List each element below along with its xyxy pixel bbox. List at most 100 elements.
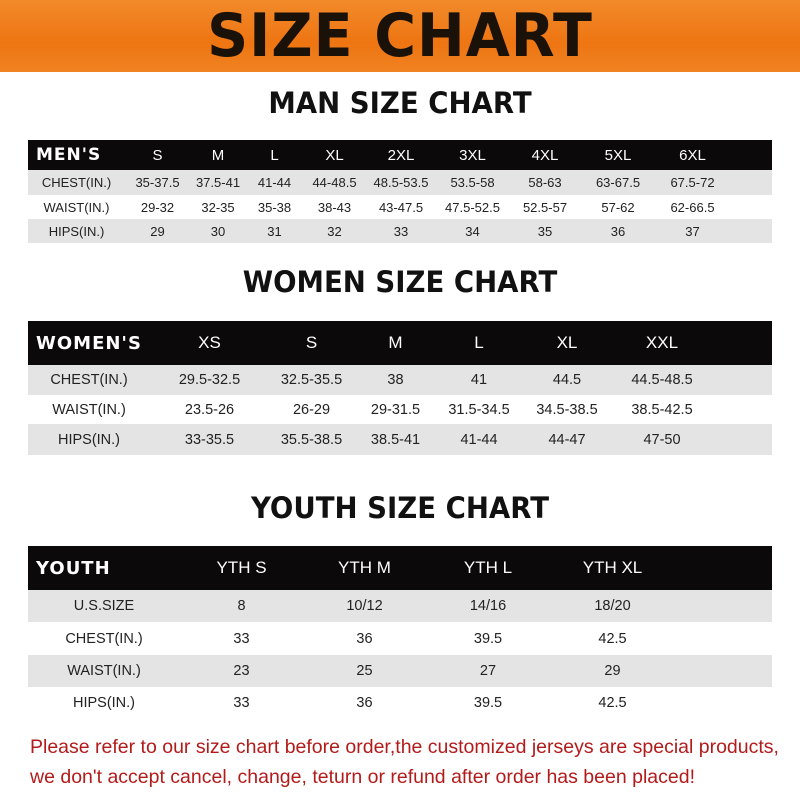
spacer-cell <box>675 687 772 718</box>
table-row: U.S.SIZE 8 10/12 14/16 18/20 <box>28 590 772 622</box>
spacer-cell <box>675 622 772 655</box>
measure-value: 25 <box>303 655 426 687</box>
measure-value: 32 <box>303 219 366 243</box>
measure-value: 33 <box>180 622 303 655</box>
measure-value: 44.5 <box>521 365 613 395</box>
measure-value: 29.5-32.5 <box>150 365 269 395</box>
measure-value: 36 <box>303 622 426 655</box>
size-header: YTH XL <box>550 546 675 590</box>
spacer-cell <box>711 395 772 424</box>
measure-label: WAIST(IN.) <box>28 195 125 219</box>
size-header: XL <box>521 321 613 365</box>
measure-label: HIPS(IN.) <box>28 424 150 455</box>
measure-value: 8 <box>180 590 303 622</box>
measure-label: HIPS(IN.) <box>28 687 180 718</box>
spacer-cell <box>675 655 772 687</box>
measure-value: 38.5-41 <box>354 424 437 455</box>
spacer-cell <box>711 424 772 455</box>
measure-value: 33 <box>366 219 436 243</box>
measure-label: CHEST(IN.) <box>28 170 125 195</box>
table-row: HIPS(IN.) 33-35.5 35.5-38.5 38.5-41 41-44 44-… <box>28 424 772 455</box>
size-header: YTH S <box>180 546 303 590</box>
women-heading: WOMEN SIZE CHART <box>242 265 558 299</box>
table-row: CHEST(IN.) 33 36 39.5 42.5 <box>28 622 772 655</box>
measure-value: 42.5 <box>550 687 675 718</box>
title-banner: SIZE CHART <box>0 0 800 72</box>
measure-value: 29-31.5 <box>354 395 437 424</box>
measure-value: 48.5-53.5 <box>366 170 436 195</box>
measure-value: 34 <box>436 219 509 243</box>
size-header: XXL <box>613 321 711 365</box>
size-header: 4XL <box>509 140 581 170</box>
spacer-cell <box>711 321 772 365</box>
spacer-cell <box>675 546 772 590</box>
measure-label: U.S.SIZE <box>28 590 180 622</box>
youth-size-table: YOUTH YTH S YTH M YTH L YTH XL U.S.SIZE 8 10/12… <box>28 546 772 718</box>
size-header: M <box>190 140 246 170</box>
spacer-cell <box>730 219 772 243</box>
measure-value: 39.5 <box>426 687 550 718</box>
measure-label: CHEST(IN.) <box>28 622 180 655</box>
measure-value: 42.5 <box>550 622 675 655</box>
size-header: 6XL <box>655 140 730 170</box>
measure-value: 36 <box>303 687 426 718</box>
measure-value: 36 <box>581 219 655 243</box>
measure-value: 33 <box>180 687 303 718</box>
measure-value: 18/20 <box>550 590 675 622</box>
measure-value: 38.5-42.5 <box>613 395 711 424</box>
spacer-cell <box>711 365 772 395</box>
measure-value: 34.5-38.5 <box>521 395 613 424</box>
measure-value: 53.5-58 <box>436 170 509 195</box>
size-header: XS <box>150 321 269 365</box>
header-row: WOMEN'S XS S M L XL XXL <box>28 321 772 365</box>
table-label: WOMEN'S <box>28 321 150 365</box>
measure-value: 52.5-57 <box>509 195 581 219</box>
measure-value: 32.5-35.5 <box>269 365 354 395</box>
size-header: YTH L <box>426 546 550 590</box>
measure-label: CHEST(IN.) <box>28 365 150 395</box>
size-header: S <box>125 140 190 170</box>
measure-value: 23.5-26 <box>150 395 269 424</box>
measure-value: 47-50 <box>613 424 711 455</box>
measure-value: 41-44 <box>437 424 521 455</box>
measure-value: 29-32 <box>125 195 190 219</box>
measure-label: WAIST(IN.) <box>28 655 180 687</box>
notice-line-2: we don't accept cancel, change, teturn o… <box>30 766 695 788</box>
header-row: YOUTH YTH S YTH M YTH L YTH XL <box>28 546 772 590</box>
table-row: WAIST(IN.) 29-32 32-35 35-38 38-43 43-47.5 47.… <box>28 195 772 219</box>
notice-line-1: Please refer to our size chart before or… <box>30 736 779 758</box>
measure-value: 29 <box>125 219 190 243</box>
measure-value: 38 <box>354 365 437 395</box>
measure-value: 27 <box>426 655 550 687</box>
measure-value: 38-43 <box>303 195 366 219</box>
measure-value: 33-35.5 <box>150 424 269 455</box>
table-row: CHEST(IN.) 29.5-32.5 32.5-35.5 38 41 44.5 44.5… <box>28 365 772 395</box>
table-row: WAIST(IN.) 23.5-26 26-29 29-31.5 31.5-34.5 34… <box>28 395 772 424</box>
spacer-cell <box>730 195 772 219</box>
measure-value: 29 <box>550 655 675 687</box>
table-row: HIPS(IN.) 33 36 39.5 42.5 <box>28 687 772 718</box>
measure-value: 23 <box>180 655 303 687</box>
measure-value: 14/16 <box>426 590 550 622</box>
measure-value: 41-44 <box>246 170 303 195</box>
measure-value: 26-29 <box>269 395 354 424</box>
measure-value: 41 <box>437 365 521 395</box>
measure-value: 30 <box>190 219 246 243</box>
size-header: YTH M <box>303 546 426 590</box>
measure-label: WAIST(IN.) <box>28 395 150 424</box>
measure-label: HIPS(IN.) <box>28 219 125 243</box>
measure-value: 32-35 <box>190 195 246 219</box>
spacer-cell <box>730 140 772 170</box>
measure-value: 63-67.5 <box>581 170 655 195</box>
measure-value: 67.5-72 <box>655 170 730 195</box>
size-header: L <box>246 140 303 170</box>
size-header: L <box>437 321 521 365</box>
measure-value: 44.5-48.5 <box>613 365 711 395</box>
measure-value: 10/12 <box>303 590 426 622</box>
measure-value: 39.5 <box>426 622 550 655</box>
table-row: HIPS(IN.) 29 30 31 32 33 34 35 36 37 <box>28 219 772 243</box>
measure-value: 62-66.5 <box>655 195 730 219</box>
women-size-table: WOMEN'S XS S M L XL XXL CHEST(IN.) 29.5-32.5 32.5… <box>28 321 772 455</box>
measure-value: 31.5-34.5 <box>437 395 521 424</box>
table-label: YOUTH <box>28 546 180 590</box>
